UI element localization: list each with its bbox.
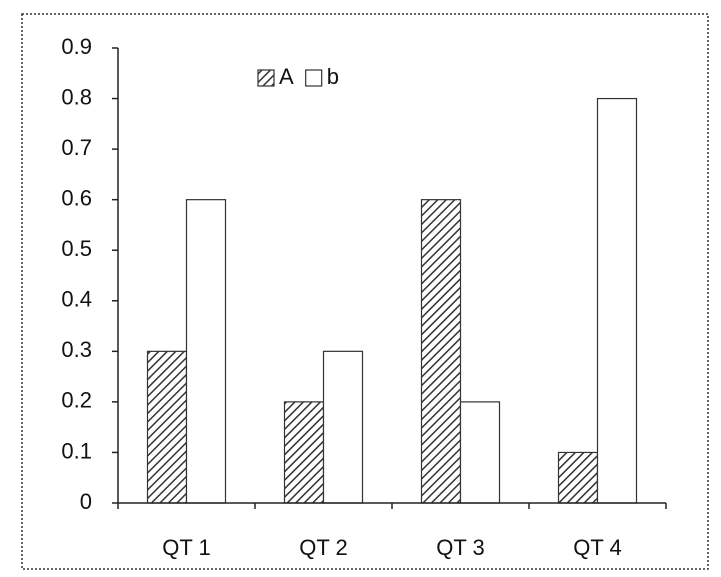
bar	[322, 350, 364, 504]
bar	[420, 199, 462, 504]
legend-swatch	[305, 69, 323, 87]
bar	[557, 451, 599, 504]
x-tick-label: QT 1	[162, 535, 211, 560]
legend-swatch	[257, 69, 275, 87]
bar	[283, 401, 325, 504]
x-tick-label: QT 2	[299, 535, 348, 560]
legend-label: A	[279, 64, 294, 89]
y-tick-label: 0.2	[61, 388, 92, 413]
chart-frame	[21, 13, 709, 570]
x-tick-label: QT 4	[573, 535, 622, 560]
bar	[185, 199, 227, 504]
y-tick-label: 0.3	[61, 337, 92, 362]
legend-label: b	[327, 64, 339, 89]
bar	[146, 350, 188, 504]
x-tick-label: QT 3	[436, 535, 485, 560]
y-tick-label: 0.5	[61, 236, 92, 261]
y-tick-label: 0.8	[61, 84, 92, 109]
y-tick-label: 0.7	[61, 135, 92, 160]
bar	[459, 401, 501, 504]
y-tick-label: 0.4	[61, 287, 92, 312]
y-tick-label: 0.1	[61, 438, 92, 463]
y-tick-label: 0	[80, 489, 92, 514]
y-tick-label: 0.6	[61, 185, 92, 210]
bar	[596, 97, 638, 504]
y-tick-label: 0.9	[61, 34, 92, 59]
